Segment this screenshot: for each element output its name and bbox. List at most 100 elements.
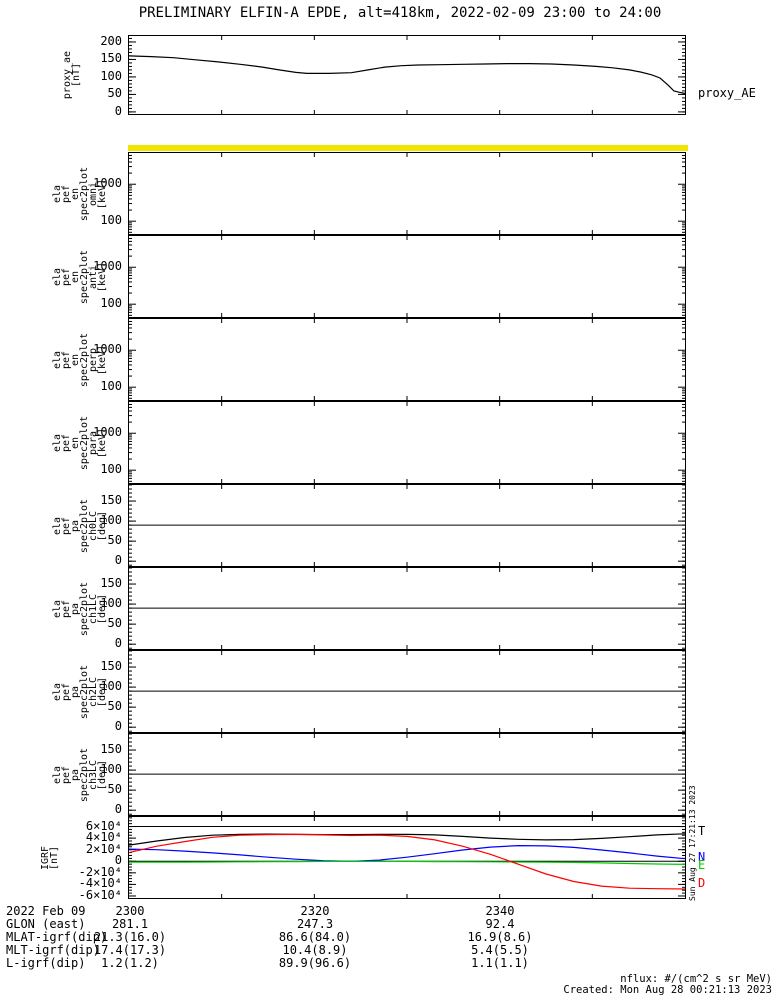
ytick-label-igrf: 0: [114, 853, 122, 868]
panel-igrf: [128, 816, 686, 899]
ytick-label-pa-ch2lc: 100: [100, 679, 122, 694]
ytick-label-pa-ch2lc: 150: [100, 659, 122, 674]
panel-pa-ch0lc-canvas: [129, 485, 685, 566]
ylabel-line: [deg]: [97, 593, 108, 624]
right-label-proxy_AE: proxy_AE: [698, 85, 756, 100]
ylabel-proxy-ae: proxy_ae [nT]: [62, 51, 82, 99]
ylabel-line: [deg]: [97, 676, 108, 707]
right-label-T: T: [698, 824, 706, 839]
series-E-line: [129, 860, 685, 865]
panel-pa-ch3lc: [128, 733, 686, 816]
ytick-label-pa-ch1lc: 0: [114, 636, 122, 651]
footer-value: 16.9(8.6): [467, 930, 533, 944]
ylabel-line: [nT]: [71, 62, 82, 88]
footer-value: 21.3(16.0): [93, 930, 167, 944]
ytick-label-pa-ch1lc: 150: [100, 576, 122, 591]
ytick-label-en-para: 1000: [93, 425, 122, 440]
ytick-label-en-perp: 100: [100, 379, 122, 394]
ylabel-en-anti: ela pef en spec2plot anti [keV]: [52, 249, 108, 303]
plot-credit-vertical: Sun Aug 27 17:21:13 2023: [688, 785, 697, 901]
panel-pa-ch1lc: [128, 567, 686, 650]
ytick-label-pa-ch3lc: 50: [107, 782, 122, 797]
ytick-label-pa-ch0lc: 150: [100, 493, 122, 508]
ylabel-line: [keV]: [97, 427, 108, 458]
ytick-label-pa-ch2lc: 50: [107, 699, 122, 714]
ylabel-en-perp: ela pef en spec2plot perp [keV]: [52, 332, 108, 386]
panel-proxy-ae-canvas: [129, 36, 685, 114]
panel-en-anti: [128, 235, 686, 318]
right-label-E: E: [698, 858, 706, 873]
ytick-label-en-para: 100: [100, 462, 122, 477]
ytick-label-proxy-ae: 100: [100, 68, 122, 83]
panel-pa-ch2lc: [128, 650, 686, 733]
panel-en-perp: [128, 318, 686, 401]
panel-pa-ch0lc: [128, 484, 686, 567]
ytick-label-igrf: -6×10⁴: [78, 887, 122, 902]
ylabel-line: [deg]: [97, 510, 108, 541]
footer-value: 2340: [485, 904, 515, 918]
ylabel-pa-ch0lc: ela pef pa spec2plot ch0LC [deg]: [52, 498, 108, 552]
ylabel-line: [deg]: [97, 759, 108, 790]
ylabel-line: [keV]: [97, 344, 108, 375]
footer-value: 1.2(1.2): [101, 956, 159, 970]
footer-value: 10.4(8.9): [282, 943, 348, 957]
panel-igrf-canvas: [129, 817, 685, 898]
footer-value: 17.4(17.3): [93, 943, 167, 957]
ytick-label-pa-ch0lc: 50: [107, 533, 122, 548]
footer-value: 2300: [115, 904, 145, 918]
panel-pa-ch2lc-canvas: [129, 651, 685, 732]
ytick-label-proxy-ae: 50: [107, 86, 122, 101]
panel-pa-ch3lc-canvas: [129, 734, 685, 815]
ylabel-line: [keV]: [97, 178, 108, 209]
ytick-label-pa-ch0lc: 0: [114, 553, 122, 568]
ytick-label-pa-ch2lc: 0: [114, 719, 122, 734]
footer-value: 89.9(96.6): [278, 956, 352, 970]
ytick-label-igrf: -2×10⁴: [78, 864, 122, 879]
ytick-label-igrf: 4×10⁴: [85, 830, 122, 845]
ytick-label-en-perp: 1000: [93, 342, 122, 357]
footer-value: 92.4: [485, 917, 515, 931]
panel-en-anti-canvas: [129, 236, 685, 317]
right-label-D: D: [698, 875, 706, 890]
ytick-label-pa-ch3lc: 0: [114, 802, 122, 817]
ytick-label-proxy-ae: 200: [100, 33, 122, 48]
ytick-label-pa-ch0lc: 100: [100, 513, 122, 528]
series-N-line: [129, 844, 685, 862]
footer-value: 1.1(1.1): [471, 956, 529, 970]
ytick-label-pa-ch3lc: 100: [100, 762, 122, 777]
ylabel-en-para: ela pef en spec2plot para [keV]: [52, 415, 108, 469]
spectrogram-flag-bar: [128, 145, 688, 151]
footer-value: 247.3: [296, 917, 334, 931]
ylabel-pa-ch3lc: ela pef pa spec2plot ch3LC [deg]: [52, 747, 108, 801]
ylabel-line: [keV]: [97, 261, 108, 292]
ytick-label-pa-ch1lc: 100: [100, 596, 122, 611]
footer-value: 5.4(5.5): [471, 943, 529, 957]
footer-value: 2320: [300, 904, 330, 918]
ylabel-en-omni: ela pef en spec2plot omni [keV]: [52, 166, 108, 220]
nflux-units-note: nflux: #/(cm^2 s sr MeV): [620, 973, 772, 985]
ytick-label-en-omni: 1000: [93, 176, 122, 191]
ytick-label-proxy-ae: 0: [114, 103, 122, 118]
ytick-label-proxy-ae: 150: [100, 51, 122, 66]
created-timestamp: Created: Mon Aug 28 00:21:13 2023: [563, 984, 772, 996]
panel-proxy-ae: [128, 35, 686, 115]
ytick-label-pa-ch1lc: 50: [107, 616, 122, 631]
ylabel-line: [nT]: [49, 845, 60, 870]
ytick-label-en-omni: 100: [100, 213, 122, 228]
footer-value: 281.1: [111, 917, 149, 931]
footer-row-label: MLAT-igrf(dip): [6, 930, 108, 944]
panel-en-para-canvas: [129, 402, 685, 483]
ytick-label-en-anti: 100: [100, 296, 122, 311]
footer-row-label: 2022 Feb 09: [6, 904, 86, 918]
footer-value: 86.6(84.0): [278, 930, 352, 944]
ylabel-igrf: IGRF [nT]: [40, 845, 60, 870]
ytick-label-igrf: 6×10⁴: [85, 818, 122, 833]
footer-row-label: L-igrf(dip): [6, 956, 86, 970]
series-proxy_AE-line: [129, 55, 685, 94]
footer-row-label: GLON (east): [6, 917, 86, 931]
panel-en-omni-canvas: [129, 153, 685, 234]
ytick-label-pa-ch3lc: 150: [100, 742, 122, 757]
ylabel-pa-ch2lc: ela pef pa spec2plot ch2LC [deg]: [52, 664, 108, 718]
panel-en-omni: [128, 152, 686, 235]
